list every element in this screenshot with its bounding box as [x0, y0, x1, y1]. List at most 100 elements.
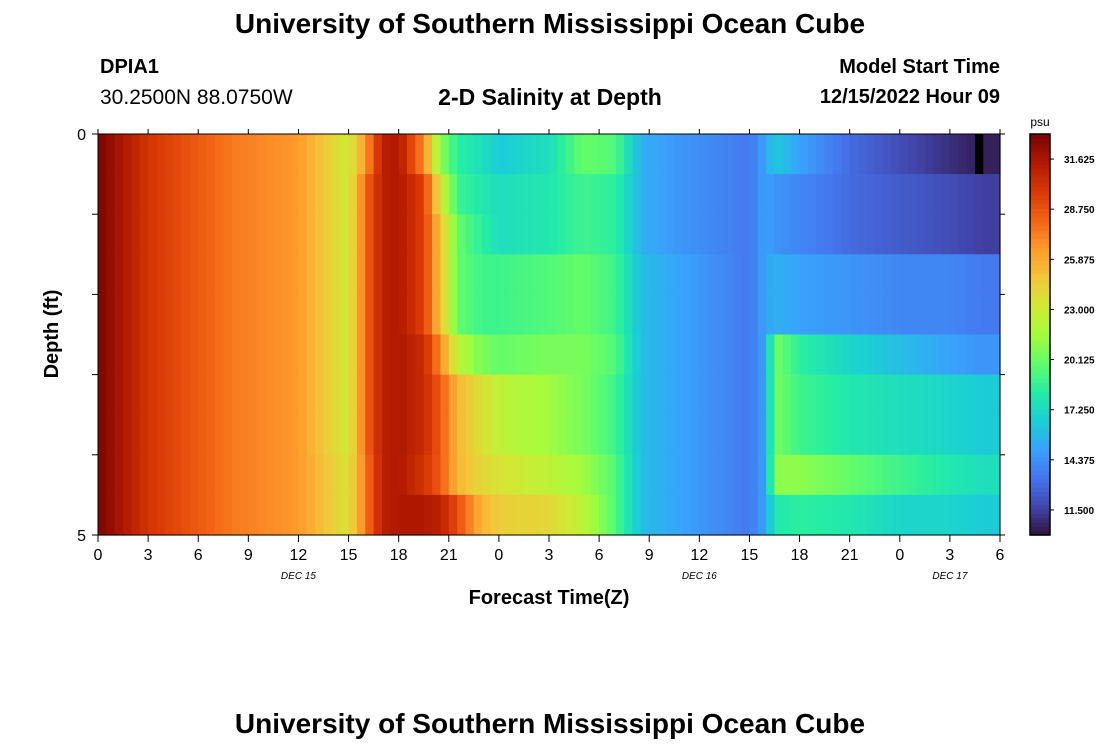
- heatmap-cell: [98, 454, 107, 496]
- heatmap-cell: [532, 214, 542, 255]
- x-tick-label: 9: [244, 547, 253, 564]
- heatmap-cell: [816, 214, 826, 255]
- colorbar-swatch: [1030, 142, 1050, 148]
- heatmap-cell: [348, 454, 358, 496]
- heatmap-cell: [398, 494, 408, 536]
- heatmap-cell: [373, 254, 383, 295]
- colorbar-swatch: [1030, 513, 1050, 519]
- colorbar-swatch: [1030, 530, 1050, 536]
- heatmap-cell: [532, 334, 542, 376]
- colorbar-swatch: [1030, 282, 1050, 288]
- heatmap-cell: [674, 374, 684, 416]
- heatmap-cell: [615, 494, 625, 536]
- colorbar-swatch: [1030, 199, 1050, 205]
- heatmap-cell: [415, 374, 425, 416]
- heatmap-cell: [924, 214, 934, 255]
- heatmap-cell: [766, 414, 776, 456]
- heatmap-cell: [148, 334, 158, 376]
- heatmap-cell: [448, 374, 458, 416]
- heatmap-cell: [899, 294, 909, 336]
- heatmap-cell: [407, 214, 416, 255]
- colorbar-swatch: [1030, 229, 1050, 235]
- heatmap-cell: [523, 454, 533, 496]
- colorbar-swatch: [1030, 277, 1050, 283]
- heatmap-cell: [540, 134, 550, 175]
- heatmap-cell: [899, 334, 909, 376]
- heatmap-cell: [707, 334, 717, 376]
- heatmap-cell: [849, 494, 859, 536]
- heatmap-cell: [924, 174, 934, 215]
- heatmap-cell: [114, 134, 124, 175]
- heatmap-cell: [473, 454, 483, 496]
- heatmap-cell: [649, 454, 659, 496]
- heatmap-cell: [348, 494, 358, 536]
- heatmap-cell: [473, 134, 483, 175]
- heatmap-cell: [306, 294, 316, 336]
- heatmap-cell: [716, 454, 725, 496]
- heatmap-cell: [181, 174, 191, 215]
- heatmap-cell: [440, 174, 450, 215]
- colorbar-swatch: [1030, 430, 1050, 436]
- heatmap-cell: [290, 334, 300, 376]
- y-tick-label: 0: [77, 127, 86, 144]
- heatmap-cell: [816, 334, 826, 376]
- colorbar-tick-label: 14.375: [1064, 456, 1095, 467]
- heatmap-cell: [507, 454, 517, 496]
- heatmap-cell: [114, 454, 124, 496]
- heatmap-cell: [457, 334, 467, 376]
- x-axis-label: Forecast Time(Z): [469, 587, 630, 609]
- heatmap-cell: [782, 374, 792, 416]
- heatmap-cell: [306, 174, 316, 215]
- heatmap-cell: [381, 414, 391, 456]
- heatmap-cell: [574, 334, 584, 376]
- heatmap-cell: [582, 454, 592, 496]
- heatmap-cell: [189, 374, 199, 416]
- x-tick-label: 21: [841, 547, 859, 564]
- heatmap-cell: [398, 294, 408, 336]
- heatmap-cell: [198, 414, 208, 456]
- heatmap-cell: [239, 174, 249, 215]
- heatmap-cell: [741, 174, 751, 215]
- heatmap-cell: [390, 294, 400, 336]
- heatmap-cell: [582, 254, 592, 295]
- x-day-label: DEC 16: [682, 571, 717, 582]
- heatmap-cell: [523, 214, 533, 255]
- heatmap-cell: [716, 334, 725, 376]
- heatmap-cell: [540, 374, 550, 416]
- heatmap-cell: [156, 454, 166, 496]
- colorbar-swatch: [1030, 382, 1050, 388]
- heatmap-cell: [874, 334, 884, 376]
- heatmap-cell: [482, 174, 492, 215]
- heatmap-cell: [123, 414, 133, 456]
- heatmap-cell: [231, 174, 241, 215]
- heatmap-cell: [156, 334, 166, 376]
- heatmap-cell: [791, 414, 801, 456]
- heatmap-cell: [791, 374, 801, 416]
- heatmap-cell: [482, 334, 492, 376]
- heatmap-cell: [214, 334, 224, 376]
- heatmap-cell: [732, 494, 742, 536]
- heatmap-cell: [457, 494, 467, 536]
- heatmap-cell: [599, 294, 609, 336]
- heatmap-cell: [340, 214, 350, 255]
- y-axis-ticks: 05: [77, 127, 1005, 545]
- heatmap-cell: [523, 374, 533, 416]
- heatmap-cell: [866, 174, 876, 215]
- x-tick-label: 15: [340, 547, 358, 564]
- heatmap-cell: [273, 334, 283, 376]
- heatmap-cell: [841, 254, 851, 295]
- heatmap-cell: [156, 254, 166, 295]
- colorbar-swatch: [1030, 181, 1050, 187]
- heatmap-cell: [348, 134, 358, 175]
- heatmap-cell: [106, 254, 116, 295]
- heatmap-cell: [866, 294, 876, 336]
- heatmap-cell: [457, 254, 467, 295]
- colorbar-swatch: [1030, 155, 1050, 161]
- heatmap-cell: [866, 334, 876, 376]
- heatmap-cell: [139, 454, 149, 496]
- heatmap-cell: [365, 254, 375, 295]
- heatmap-cell: [181, 374, 191, 416]
- heatmap-cell: [432, 494, 442, 536]
- heatmap-cell: [440, 214, 450, 255]
- heatmap-cell: [365, 494, 375, 536]
